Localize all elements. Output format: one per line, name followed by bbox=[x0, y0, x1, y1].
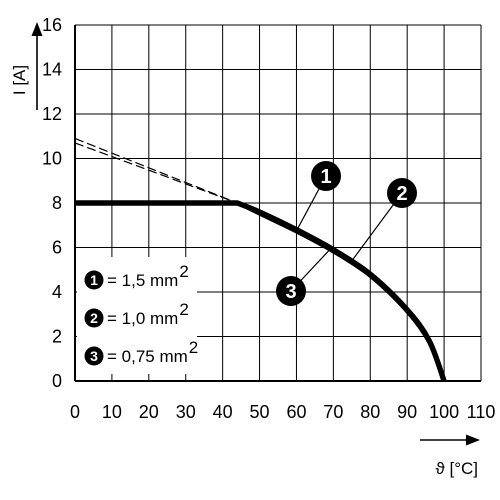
x-tick-label: 50 bbox=[250, 402, 270, 422]
y-tick-label: 16 bbox=[42, 15, 62, 35]
y-tick-label: 2 bbox=[52, 327, 62, 347]
callout-badge bbox=[276, 276, 306, 306]
callout-badge bbox=[387, 178, 417, 208]
series-lines bbox=[75, 200, 447, 382]
dashed-extensions bbox=[74, 137, 238, 204]
legend-label: = 1,0 mm bbox=[107, 309, 178, 328]
x-tick-labels: 0 10 20 30 40 50 60 70 80 90 100 110 bbox=[70, 402, 495, 422]
callout-3: 3 bbox=[276, 249, 331, 306]
y-tick-label: 0 bbox=[52, 371, 62, 391]
legend-superscript: 2 bbox=[179, 300, 188, 319]
series-callouts: 1 2 3 bbox=[276, 161, 417, 306]
y-tick-label: 14 bbox=[42, 60, 62, 80]
y-tick-label: 10 bbox=[42, 149, 62, 169]
legend-superscript: 2 bbox=[189, 338, 198, 357]
legend-badge-number: 1 bbox=[90, 272, 98, 288]
y-axis-arrow-head bbox=[31, 22, 43, 36]
legend-entry: 2 = 1,0 mm 2 bbox=[84, 300, 189, 328]
x-tick-label: 30 bbox=[176, 402, 196, 422]
x-tick-label: 60 bbox=[286, 402, 306, 422]
x-tick-label: 100 bbox=[429, 402, 459, 422]
x-tick-label: 110 bbox=[467, 402, 496, 422]
y-tick-label: 8 bbox=[52, 193, 62, 213]
legend-superscript: 2 bbox=[179, 262, 188, 281]
y-axis-label: I [A] bbox=[10, 65, 29, 95]
y-tick-label: 6 bbox=[52, 238, 62, 258]
legend-badge-number: 2 bbox=[90, 310, 98, 326]
legend-label: = 1,5 mm bbox=[107, 271, 178, 290]
dashed-extension-line bbox=[74, 137, 238, 204]
y-axis-title: I [A] bbox=[10, 22, 43, 110]
legend-badge bbox=[84, 270, 104, 290]
x-axis-arrow-head bbox=[466, 434, 480, 446]
x-tick-label: 40 bbox=[213, 402, 233, 422]
x-tick-label: 80 bbox=[360, 402, 380, 422]
x-axis-title: ϑ [°C] bbox=[420, 434, 480, 478]
legend-badge-number: 3 bbox=[90, 348, 98, 364]
callout-number: 1 bbox=[320, 166, 331, 188]
series-line-3 bbox=[75, 201, 446, 382]
legend-entry: 3 = 0,75 mm 2 bbox=[84, 338, 198, 366]
dashed-extension-line bbox=[74, 142, 238, 204]
x-tick-label: 0 bbox=[70, 402, 80, 422]
y-tick-labels: 0 2 4 6 8 10 12 14 16 bbox=[42, 15, 62, 391]
legend-label: = 0,75 mm bbox=[107, 347, 188, 366]
callout-1: 1 bbox=[295, 161, 341, 232]
callout-number: 2 bbox=[396, 183, 407, 205]
y-tick-label: 12 bbox=[42, 104, 62, 124]
callout-2: 2 bbox=[351, 178, 417, 262]
x-tick-label: 10 bbox=[102, 402, 122, 422]
legend-entry: 1 = 1,5 mm 2 bbox=[84, 262, 189, 290]
x-tick-label: 70 bbox=[323, 402, 343, 422]
x-tick-label: 20 bbox=[139, 402, 159, 422]
callout-badge bbox=[311, 161, 341, 191]
y-tick-label: 4 bbox=[52, 282, 62, 302]
legend: 1 = 1,5 mm 22 = 1,0 mm 23 = 0,75 mm 2 bbox=[77, 257, 198, 374]
x-axis-label: ϑ [°C] bbox=[435, 459, 478, 478]
legend-badge bbox=[84, 308, 104, 328]
callout-number: 3 bbox=[285, 281, 296, 303]
x-tick-label: 90 bbox=[397, 402, 417, 422]
legend-badge bbox=[84, 346, 104, 366]
